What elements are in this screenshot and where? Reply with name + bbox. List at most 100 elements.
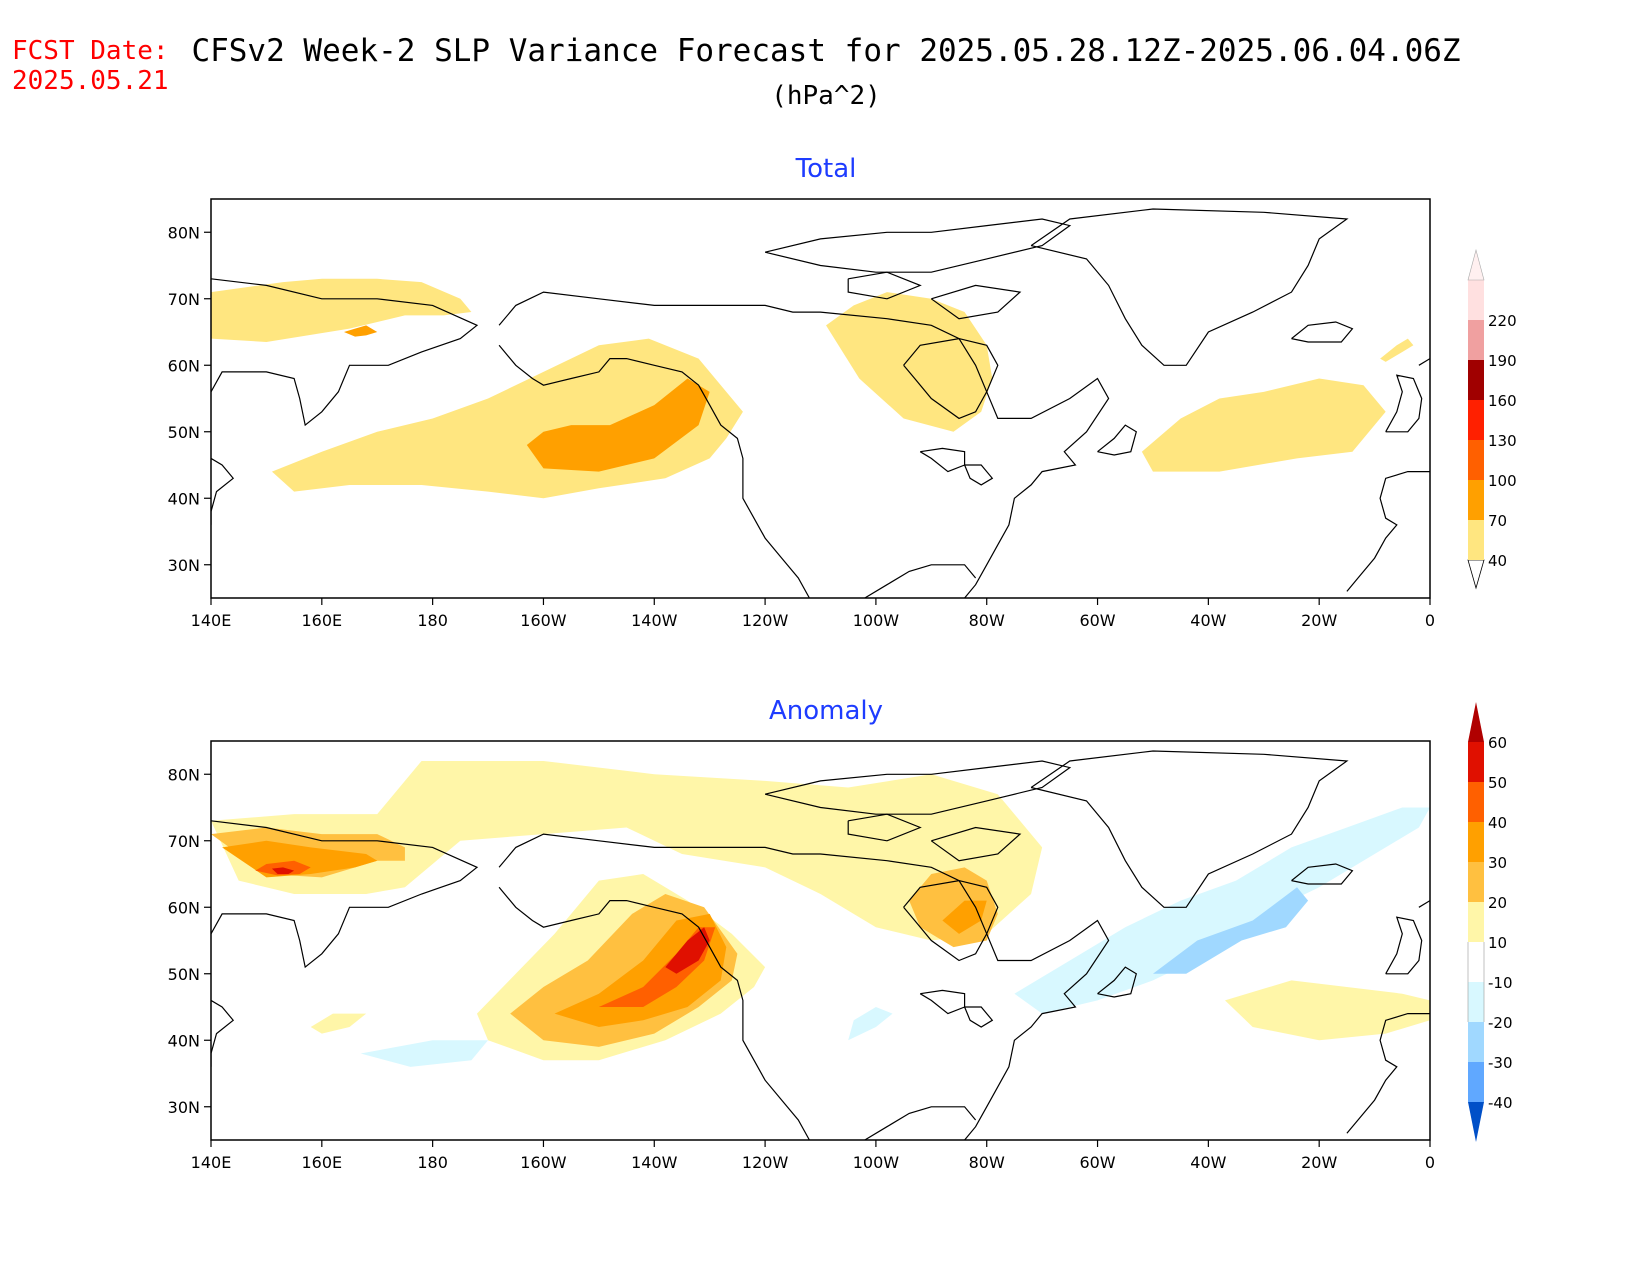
x-tick-label: 140E (191, 1153, 232, 1172)
y-tick-label: 50N (168, 965, 200, 984)
colorbar-label: 20 (1488, 894, 1507, 912)
colorbar-label: 50 (1488, 774, 1507, 792)
panel-title-total: Total (795, 154, 857, 184)
units-label: (hPa^2) (771, 81, 881, 111)
fcst-date-value: 2025.05.21 (12, 66, 169, 96)
x-tick-label: 120W (742, 611, 789, 630)
y-tick-label: 80N (168, 765, 200, 784)
colorbar-end-low (1468, 1102, 1484, 1142)
x-tick-label: 180 (417, 611, 448, 630)
y-tick-label: 40N (168, 489, 200, 508)
x-tick-label: 40W (1190, 1153, 1226, 1172)
colorbar-swatch (1468, 400, 1484, 440)
contour-region-10 (311, 1014, 366, 1034)
y-tick-label: 60N (168, 356, 200, 375)
anomaly-fields (211, 761, 1430, 1067)
x-tick-label: 160W (520, 1153, 567, 1172)
x-tick-label: 40W (1190, 611, 1226, 630)
colorbar-swatch (1468, 440, 1484, 480)
y-tick-label: 50N (168, 423, 200, 442)
colorbar-end-low (1468, 560, 1484, 588)
x-tick-label: 100W (853, 611, 900, 630)
colorbar-label: 160 (1488, 392, 1517, 410)
y-tick-label: 70N (168, 290, 200, 309)
coastline (1419, 901, 1430, 908)
contour-region-neg10 (848, 1007, 892, 1040)
y-ticks-total: 30N 40N 50N 60N 70N 80N (168, 223, 211, 575)
colorbar-swatch (1468, 902, 1484, 942)
coastline (965, 1007, 993, 1027)
colorbar-label: 220 (1488, 312, 1517, 330)
x-tick-label: 0 (1425, 1153, 1435, 1172)
x-tick-label: 60W (1079, 611, 1115, 630)
colorbar-swatch (1468, 982, 1484, 1022)
coastline (1419, 359, 1430, 366)
x-tick-label: 20W (1301, 611, 1337, 630)
contour-region-neg10 (361, 1040, 488, 1067)
x-tick-label: 100W (853, 1153, 900, 1172)
coastline (1098, 425, 1137, 455)
colorbar-swatch (1468, 822, 1484, 862)
colorbar-label: -10 (1488, 974, 1513, 992)
colorbar-label: 100 (1488, 472, 1517, 490)
x-tick-label: 180 (417, 1153, 448, 1172)
colorbar-label: 40 (1488, 552, 1507, 570)
x-tick-label: 60W (1079, 1153, 1115, 1172)
colorbar-swatch (1468, 742, 1484, 782)
colorbar-label: 30 (1488, 854, 1507, 872)
colorbar-swatch (1468, 520, 1484, 560)
coastline (765, 219, 1070, 272)
coastline (865, 1107, 976, 1140)
y-tick-label: 80N (168, 223, 200, 242)
colorbar-label: 130 (1488, 432, 1517, 450)
coastline (1386, 917, 1422, 974)
x-tick-label: 160W (520, 611, 567, 630)
colorbar-label: -20 (1488, 1014, 1513, 1032)
colorbar-swatch (1468, 1062, 1484, 1102)
colorbar-label: 70 (1488, 512, 1507, 530)
x-tick-label: 160E (301, 611, 342, 630)
colorbar-end-high (1468, 702, 1484, 742)
coastline (211, 1000, 233, 1066)
x-tick-label: 80W (969, 1153, 1005, 1172)
colorbar-label: 10 (1488, 934, 1507, 952)
coastline (1031, 209, 1347, 365)
y-tick-label: 60N (168, 898, 200, 917)
coastline (1347, 472, 1430, 592)
main-title: CFSv2 Week-2 SLP Variance Forecast for 2… (191, 33, 1460, 69)
y-tick-label: 30N (168, 556, 200, 575)
colorbar-end-high (1468, 250, 1484, 280)
coastline (965, 465, 993, 485)
coastline (1386, 375, 1422, 432)
contour-region-10 (1225, 980, 1430, 1040)
x-tick-label: 20W (1301, 1153, 1337, 1172)
coastline (920, 990, 964, 1013)
coastline (865, 565, 976, 598)
colorbar-label: 40 (1488, 814, 1507, 832)
colorbar-swatch (1468, 782, 1484, 822)
x-tick-label: 0 (1425, 611, 1435, 630)
y-tick-label: 70N (168, 832, 200, 851)
coastline (920, 448, 964, 471)
x-tick-label: 80W (969, 611, 1005, 630)
colorbar-swatch (1468, 360, 1484, 400)
contour-region-40 (1380, 339, 1413, 362)
colorbar-swatch (1468, 942, 1484, 982)
coastline (211, 458, 233, 525)
colorbar-label: 60 (1488, 734, 1507, 752)
colorbar-swatch (1468, 1022, 1484, 1062)
contour-region-40 (826, 292, 992, 432)
contour-region-40 (211, 279, 471, 342)
y-tick-label: 30N (168, 1098, 200, 1117)
contour-region-40 (1142, 379, 1386, 472)
fcst-date-label: FCST Date: (12, 36, 169, 66)
x-tick-label: 140W (631, 611, 678, 630)
